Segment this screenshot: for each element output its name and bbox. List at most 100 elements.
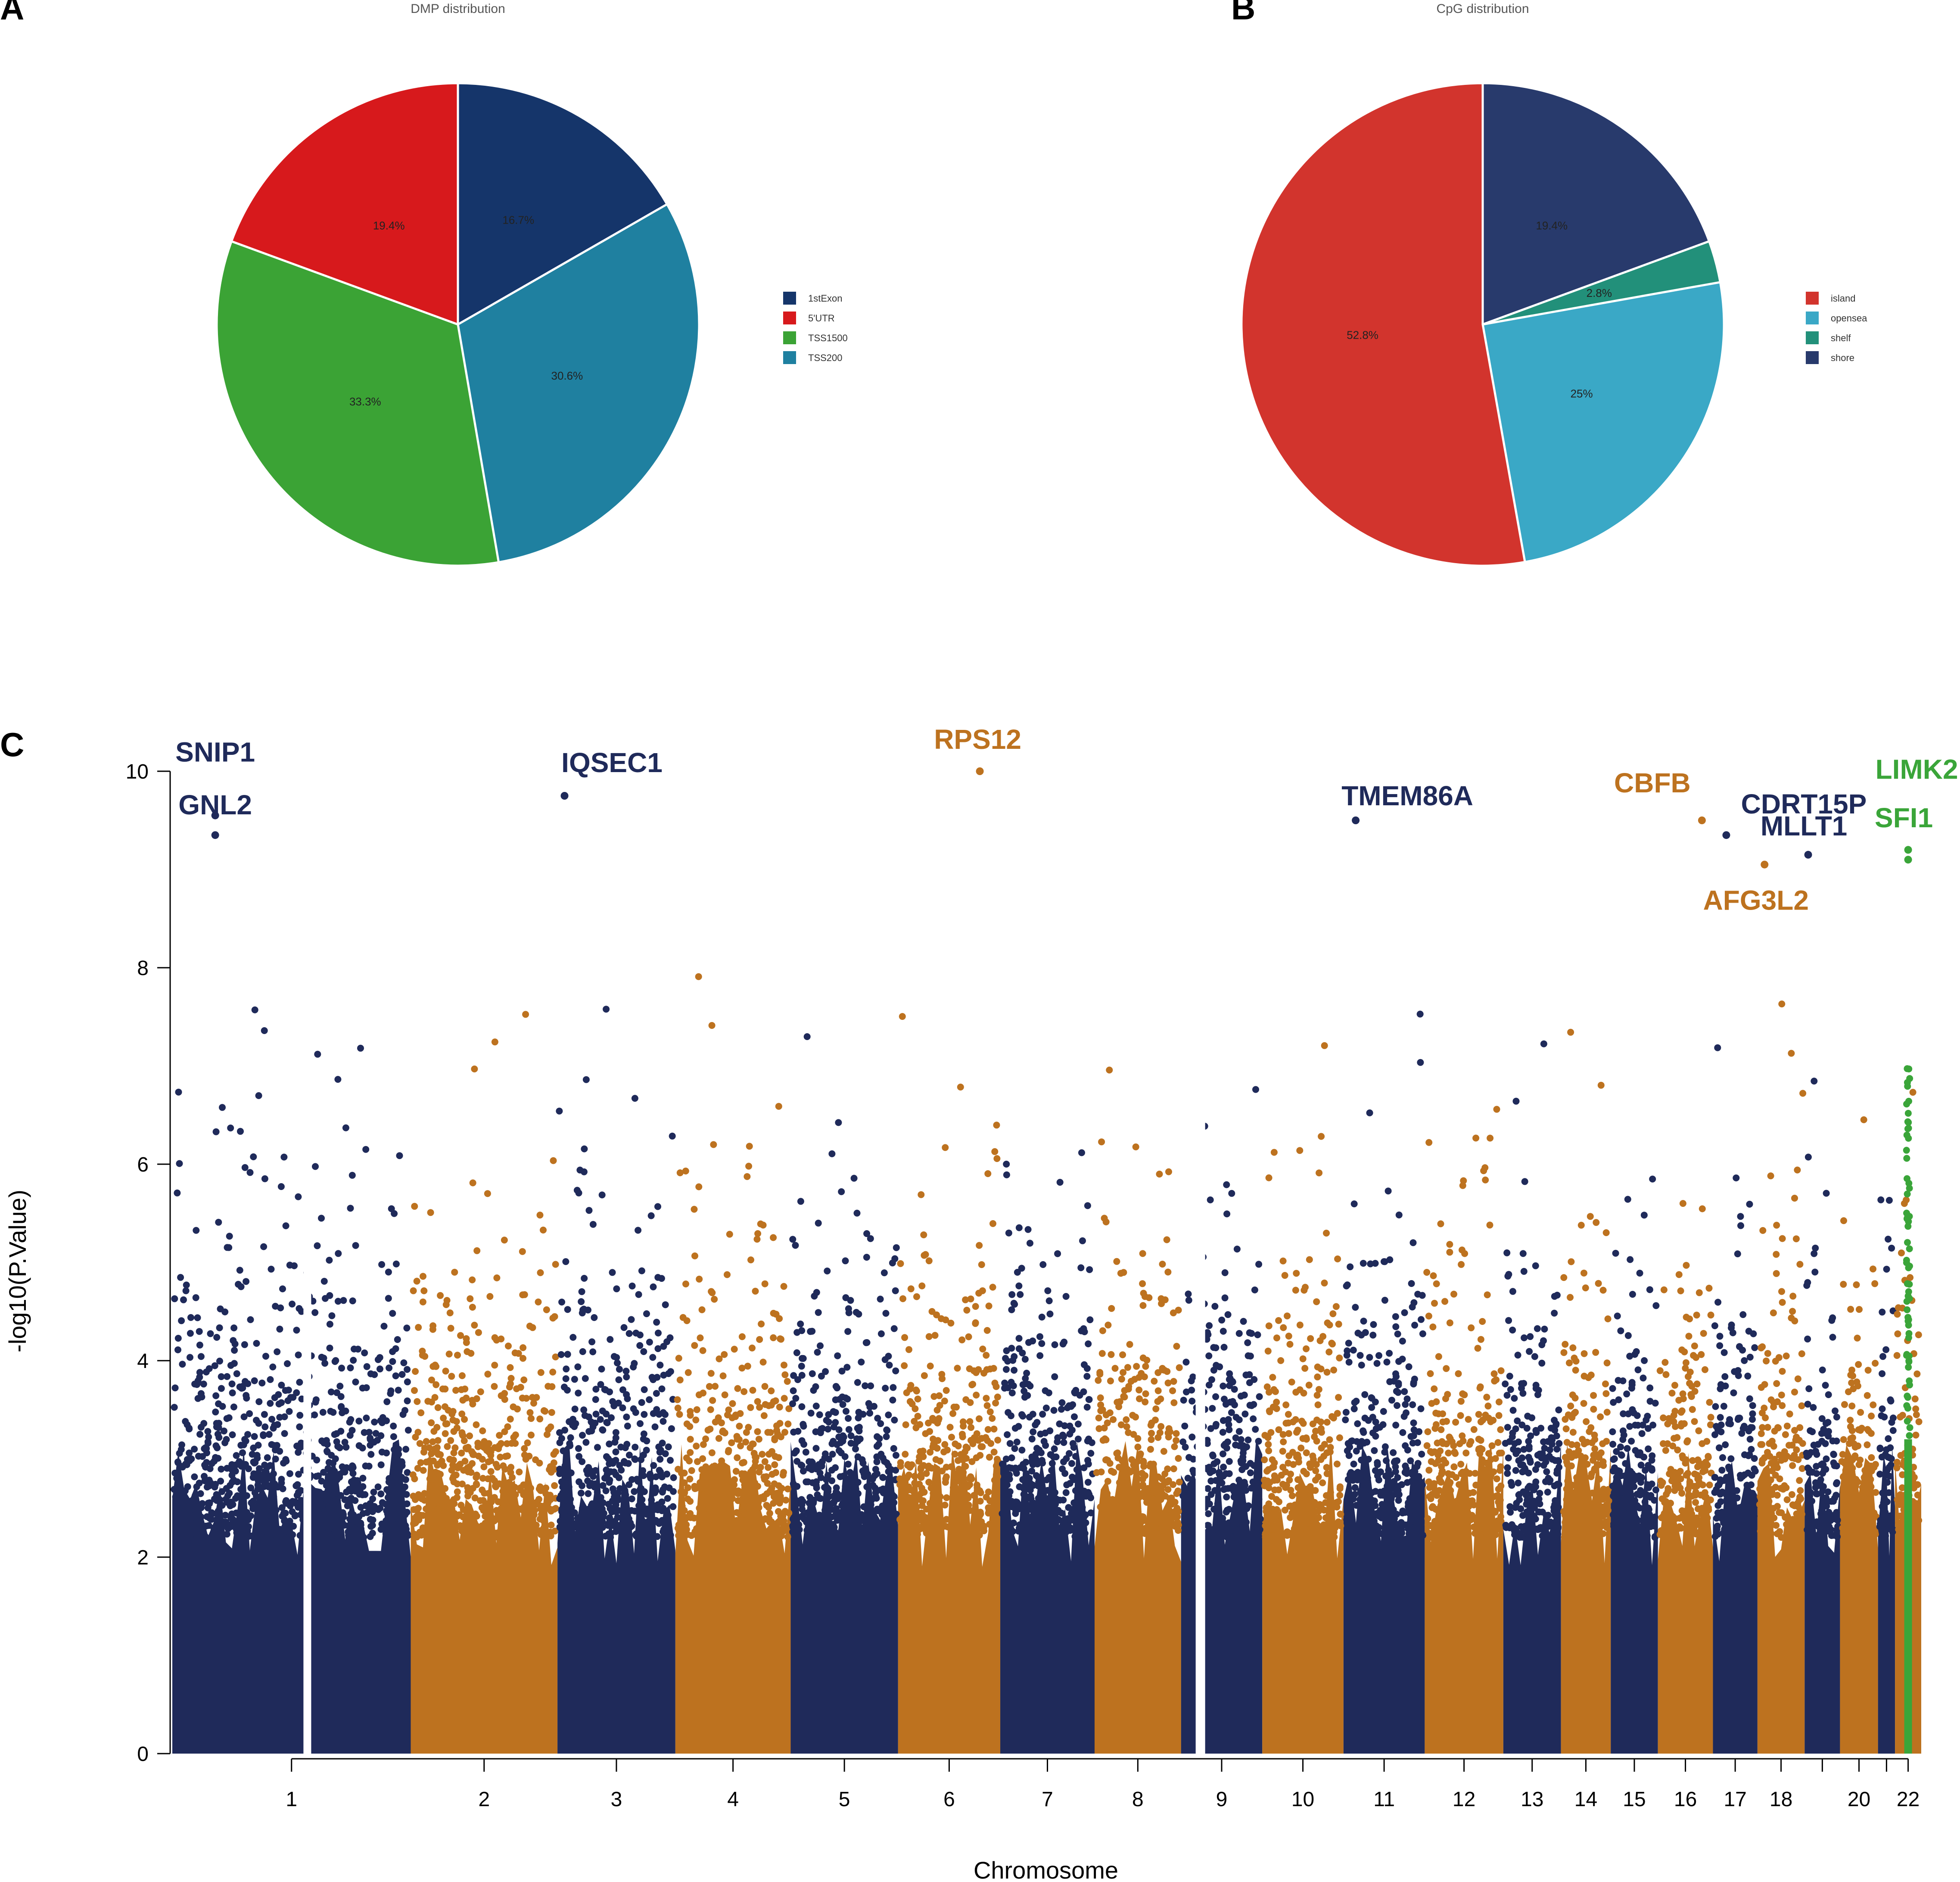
snp-point (638, 1456, 645, 1463)
snp-point (1337, 1511, 1344, 1518)
snp-point (1025, 1502, 1033, 1509)
snp-point (712, 1507, 720, 1514)
snp-point (1040, 1529, 1047, 1536)
snp-point (230, 1360, 238, 1367)
snp-point (201, 1461, 208, 1469)
snp-point (1275, 1426, 1282, 1433)
snp-point (1323, 1368, 1331, 1376)
snp-point (768, 1518, 775, 1525)
snp-point (796, 1526, 803, 1533)
snp-point (228, 1380, 236, 1387)
snp-point (1042, 1442, 1049, 1449)
snp-point (719, 1520, 726, 1527)
snp-point (1165, 1168, 1172, 1175)
snp-point (1478, 1456, 1486, 1463)
snp-point (1476, 1384, 1484, 1392)
snp-point (574, 1363, 582, 1371)
chr-density-band-8 (1095, 1441, 1181, 1754)
snp-point (628, 1507, 635, 1514)
snp-point (529, 1526, 536, 1533)
snp-point (196, 1369, 203, 1376)
snp-point (1460, 1532, 1468, 1539)
snp-point (694, 1531, 701, 1539)
snp-point (241, 1164, 249, 1171)
snp-point (1025, 1525, 1032, 1532)
snp-point (1184, 1474, 1192, 1482)
snp-point (1351, 1484, 1359, 1491)
snp-point (244, 1431, 252, 1438)
snp-point (430, 1428, 438, 1435)
snp-point (493, 1274, 501, 1281)
snp-point (278, 1381, 285, 1389)
snp-point (847, 1432, 855, 1440)
snp-point (719, 1427, 727, 1435)
snp-point (1170, 1399, 1178, 1406)
snp-point (1425, 1139, 1433, 1146)
snp-point (1085, 1460, 1092, 1468)
snp-point (1336, 1492, 1344, 1499)
snp-point (1079, 1504, 1086, 1511)
snp-point (354, 1479, 361, 1486)
snp-point (612, 1434, 619, 1442)
snp-point (1480, 1471, 1487, 1479)
snp-point (588, 1338, 596, 1346)
snp-point (1080, 1487, 1088, 1495)
snp-point (697, 1334, 704, 1342)
snp-point (377, 1432, 385, 1440)
snp-point (776, 1403, 783, 1411)
snp-point (190, 1512, 197, 1520)
snp-point (817, 1429, 824, 1436)
snp-point (1336, 1434, 1343, 1441)
snp-point (655, 1411, 663, 1418)
snp-point (942, 1479, 949, 1486)
snp-point (1459, 1437, 1467, 1445)
snp-point (683, 1317, 691, 1324)
snp-point (326, 1344, 333, 1352)
snp-point (1419, 1481, 1426, 1489)
snp-point (1278, 1471, 1285, 1479)
snp-point (267, 1376, 274, 1383)
snp-point (1336, 1483, 1344, 1490)
snp-point (770, 1493, 778, 1500)
snp-point (1364, 1474, 1371, 1482)
snp-point (1344, 1521, 1351, 1528)
snp-point (187, 1314, 194, 1321)
snp-point (492, 1483, 499, 1490)
snp-point (980, 1527, 988, 1534)
snp-point (958, 1522, 965, 1530)
snp-point (1111, 1499, 1119, 1506)
snp-point (292, 1482, 300, 1489)
snp-point (231, 1340, 239, 1348)
snp-point (264, 1475, 271, 1482)
snp-point (1104, 1528, 1112, 1536)
snp-point (1345, 1452, 1353, 1459)
panel-label-a: A (0, 0, 24, 27)
snp-point (203, 1483, 211, 1491)
snp-point (843, 1506, 850, 1514)
snp-point (1410, 1299, 1418, 1306)
snp-point (1241, 1410, 1249, 1418)
x-tick-label-chr2: 2 (478, 1788, 490, 1811)
snp-point (925, 1257, 933, 1265)
snp-point (557, 1351, 565, 1358)
snp-point (803, 1033, 811, 1040)
snp-point (1367, 1514, 1374, 1521)
snp-point (193, 1381, 201, 1388)
snp-point (350, 1357, 357, 1364)
snp-point (962, 1296, 969, 1303)
snp-point (1004, 1431, 1011, 1438)
snp-point (989, 1220, 996, 1227)
snp-point (1085, 1479, 1092, 1486)
snp-point (603, 1006, 610, 1013)
snp-point (529, 1394, 536, 1401)
snp-point (1299, 1500, 1306, 1508)
snp-point (833, 1533, 840, 1540)
snp-point (1301, 1365, 1309, 1372)
snp-point (755, 1436, 762, 1443)
snp-point (469, 1304, 476, 1311)
snp-point (1002, 1455, 1010, 1463)
snp-point (1482, 1530, 1490, 1537)
snp-point (654, 1345, 662, 1352)
snp-point (936, 1458, 944, 1464)
snp-point (194, 1395, 202, 1402)
